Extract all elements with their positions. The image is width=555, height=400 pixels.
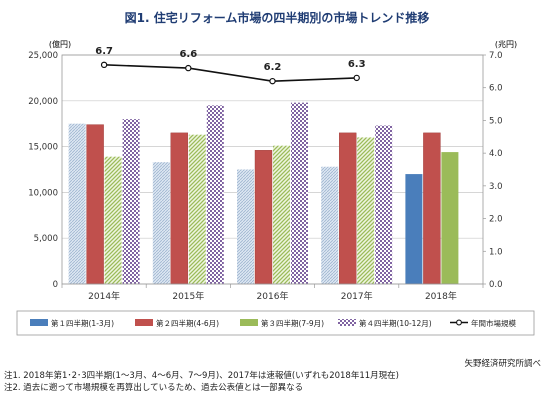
legend-line-marker [456,319,462,326]
line-point [353,74,360,82]
line-point [269,77,276,85]
line-data-label: 6.3 [348,59,366,70]
bar-2-2018年 [423,132,441,285]
line-annual-market-size [104,64,357,82]
bar-3-2017年 [357,137,375,284]
x-tick-label: 2016年 [257,290,289,302]
bar-3-2016年 [273,145,290,284]
legend-q3-swatch [240,319,258,326]
legend-q1-swatch [30,319,48,326]
line-point [185,64,192,72]
bar-4-2017年 [375,125,393,284]
bar-4-2014年 [122,119,140,285]
legend-q4-label: 第４四半期(10-12月) [359,318,432,328]
line-data-label: 6.6 [179,49,197,60]
y-tick-label: 15,000 [28,143,58,153]
bar-2-2015年 [170,132,189,285]
bar-4-2015年 [206,105,224,284]
footnote-1: 注1. 2018年第1･2･3四半期(1～3月、4～6月、7～9月)、2017年… [4,371,399,381]
y2-tick-label: 7.0 [489,51,503,61]
bar-2-2017年 [339,132,357,285]
legend-q1-label: 第１四半期(1-3月) [51,318,114,328]
x-tick-label: 2017年 [341,290,373,302]
footnote-2: 注2. 過去に遡って市場規模を再算出しているため、過去公表値とは一部異なる [4,383,304,393]
legend-q2-swatch [135,319,153,326]
legend-q3-label: 第３四半期(7-9月) [261,318,324,328]
legend-line-label: 年間市場規模 [471,318,516,328]
source-note: 矢野経済研究所調べ [464,359,541,369]
legend-q4-swatch [338,319,356,326]
y-tick-label: 0 [53,280,58,290]
bar-1-2017年 [321,166,339,284]
line-point [100,61,108,69]
y2-axis-label: (兆円) [495,39,517,49]
x-tick-label: 2015年 [172,290,204,302]
y-tick-label: 10,000 [28,188,58,198]
bar-1-2015年 [152,162,170,284]
line-data-label: 6.7 [95,46,113,57]
y2-tick-label: 5.0 [489,116,503,126]
y-axis-label: (億円) [49,39,71,49]
y-tick-label: 25,000 [28,51,58,61]
bar-3-2015年 [188,134,206,284]
y2-tick-label: 3.0 [489,182,503,192]
x-tick-label: 2018年 [425,290,457,302]
y2-tick-label: 4.0 [489,149,503,159]
bar-4-2016年 [291,102,308,284]
bar-1-2018年 [405,174,423,284]
y-tick-label: 5,000 [34,234,58,244]
line-data-label: 6.2 [264,62,282,73]
x-tick-label: 2014年 [88,290,120,302]
chart-title: 図1. 住宅リフォーム市場の四半期別の市場トレンド推移 [125,10,430,25]
y-tick-label: 20,000 [28,97,58,107]
bar-3-2014年 [104,156,122,284]
y2-tick-label: 6.0 [489,84,503,94]
y2-tick-label: 1.0 [489,247,503,257]
bar-1-2016年 [237,169,254,284]
legend-box [16,310,535,336]
legend-q2-label: 第２四半期(4-6月) [156,318,219,328]
bar-2-2016年 [254,150,273,285]
bar-2-2014年 [86,124,104,285]
bar-1-2014年 [68,123,86,284]
plot-area [61,54,484,285]
bar-3-2018年 [441,152,459,284]
y2-tick-label: 2.0 [489,215,503,225]
y2-tick-label: 0.0 [489,280,503,290]
